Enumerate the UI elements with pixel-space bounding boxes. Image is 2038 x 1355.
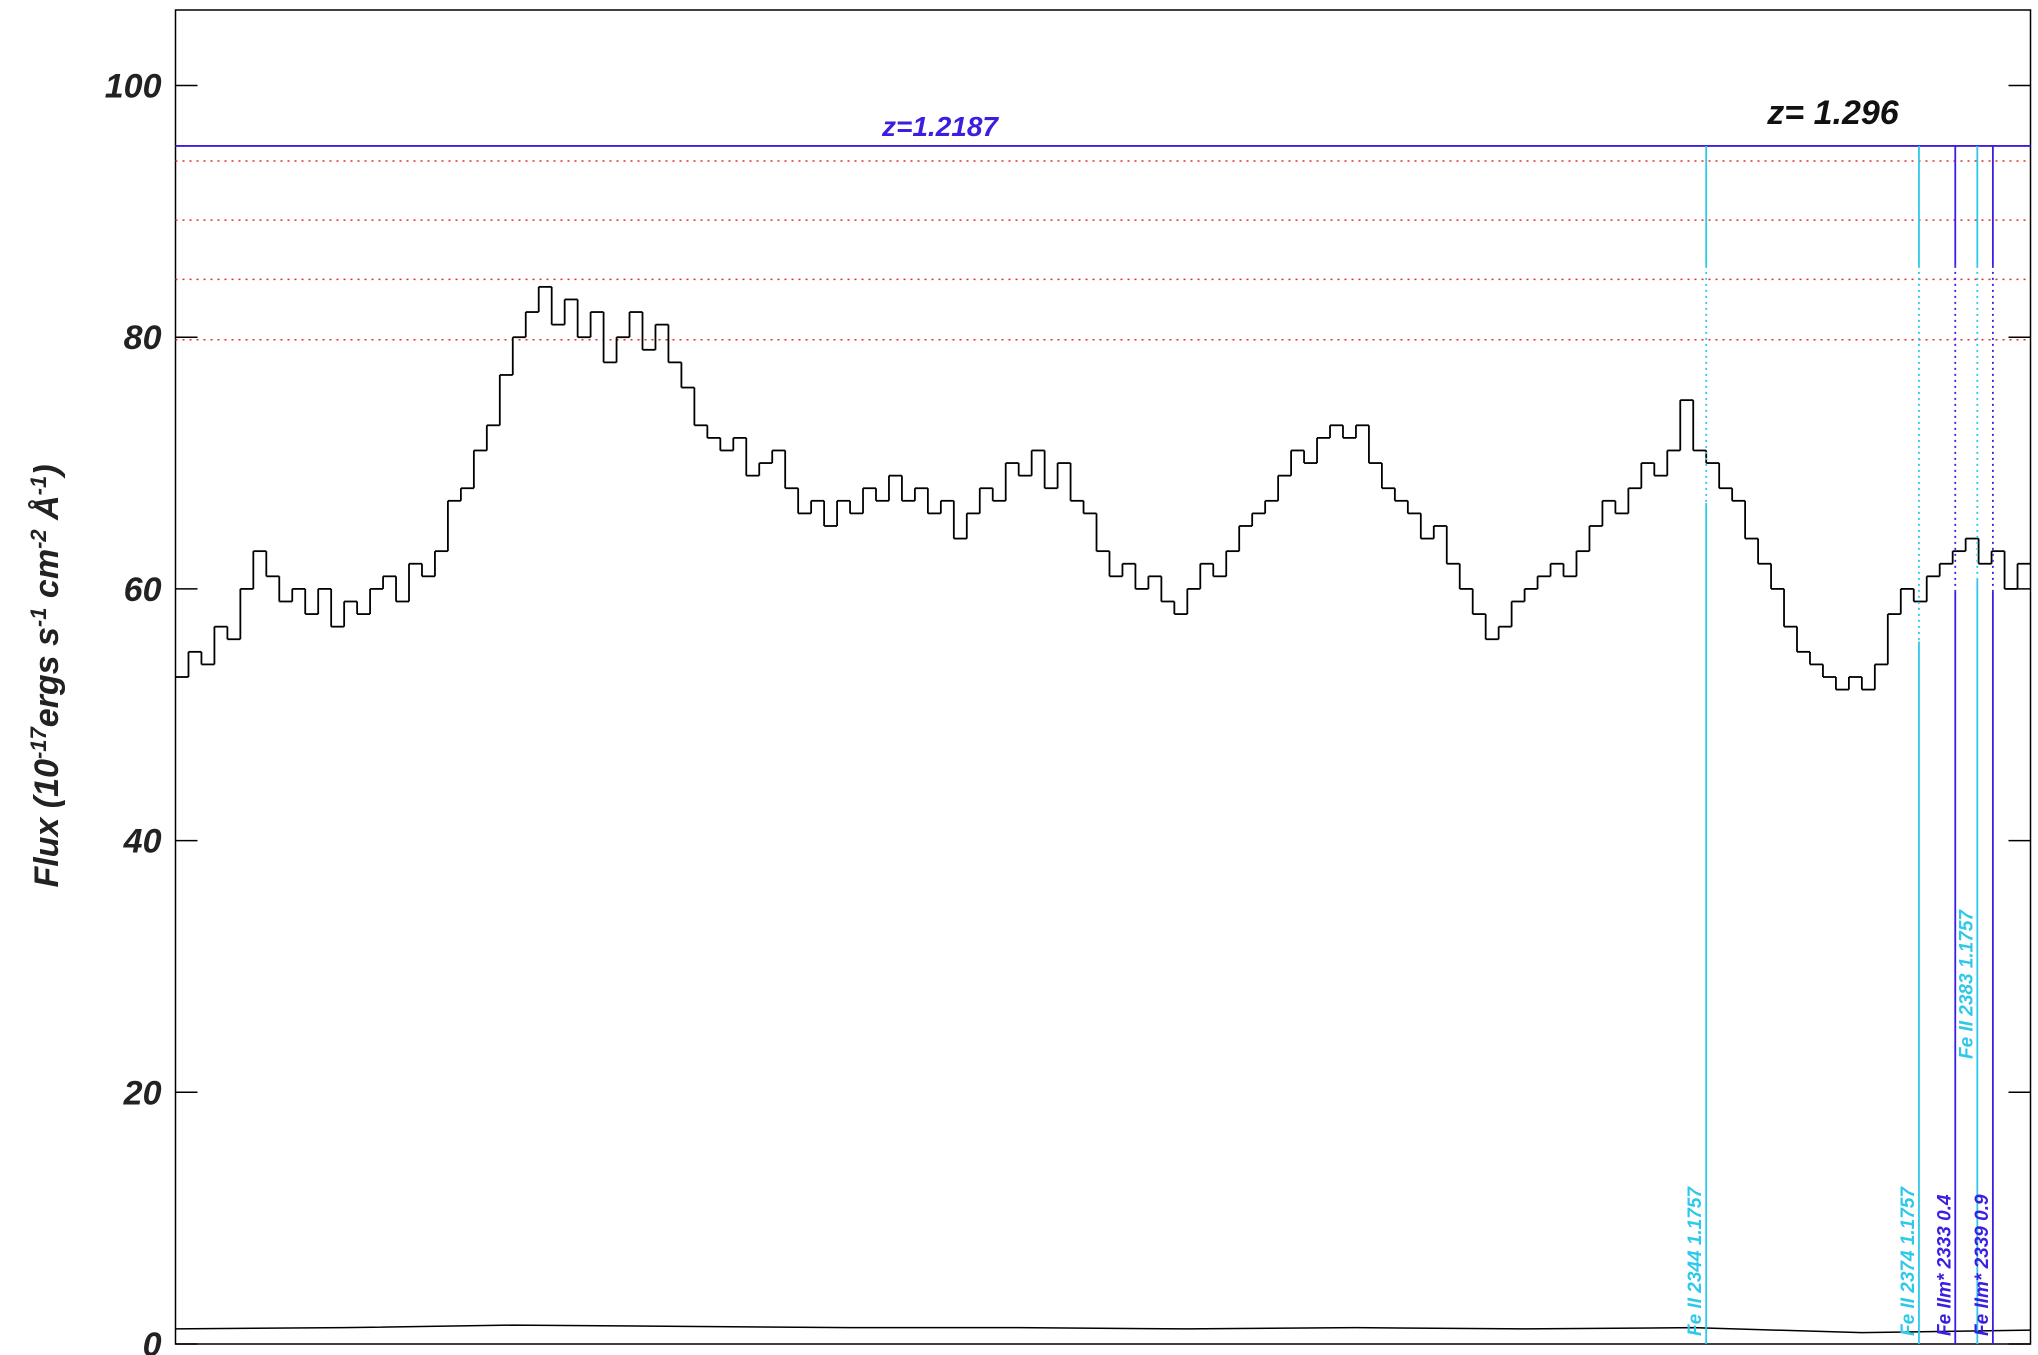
error-line <box>175 1324 2031 1334</box>
z-line-label: z=1.2187 <box>881 111 999 142</box>
y-label-superscript: -1 <box>26 608 51 628</box>
marker-label: Fe II 2383 1.1757 <box>1956 909 1977 1059</box>
y-label-part: Flux (10 <box>28 759 66 888</box>
y-tick-label: 20 <box>123 1074 162 1112</box>
y-label-superscript: -2 <box>26 529 51 549</box>
y-tick-label: 100 <box>105 68 162 106</box>
y-label-part: cm <box>28 549 66 608</box>
marker-label: Fe IIm* 2333 0.4 <box>1934 1194 1955 1336</box>
y-tick-label: 80 <box>124 319 162 357</box>
marker-label: Fe II 2374 1.1757 <box>1898 1186 1919 1336</box>
marker-label: Fe IIm* 2339 0.9 <box>1972 1194 1993 1336</box>
y-tick-label: 40 <box>123 823 162 861</box>
y-label-part: ergs s <box>28 627 66 727</box>
y-label-superscript: -17 <box>26 725 51 759</box>
annotation: z= 1.296 <box>1766 94 1899 132</box>
y-label-part: Å <box>28 495 66 529</box>
marker-label: Fe II 2344 1.1757 <box>1685 1186 1706 1336</box>
y-axis-label: Flux (10-17ergs s-1 cm-2 Å-1) <box>26 464 67 887</box>
plot-frame <box>174 9 2032 1345</box>
y-label-superscript: -1 <box>26 476 51 496</box>
y-tick-label: 0 <box>143 1326 162 1355</box>
y-tick-label: 60 <box>124 571 162 609</box>
y-label-part: ) <box>28 464 66 478</box>
